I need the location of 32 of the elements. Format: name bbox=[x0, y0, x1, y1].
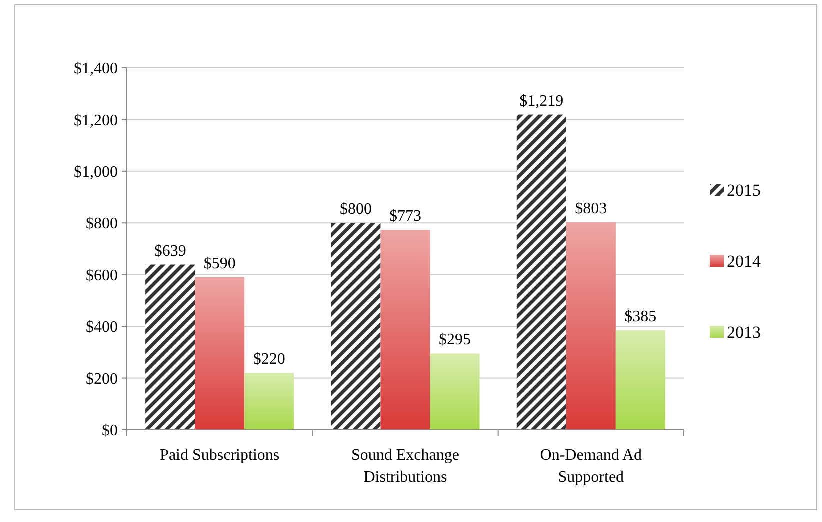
x-tick-label: Paid Subscriptions bbox=[160, 447, 280, 464]
y-tick-label: $1,200 bbox=[74, 112, 118, 130]
x-tick-label: Sound Exchange Distributions bbox=[352, 447, 460, 486]
data-label: $220 bbox=[253, 351, 286, 368]
bar bbox=[331, 223, 381, 430]
bar bbox=[195, 277, 245, 430]
y-tick-label: $600 bbox=[86, 267, 118, 284]
data-label: $590 bbox=[204, 255, 236, 272]
y-tick-label: $200 bbox=[86, 370, 118, 388]
bar bbox=[516, 114, 566, 430]
bar bbox=[244, 373, 294, 430]
data-label: $295 bbox=[439, 332, 472, 349]
y-tick-label: $400 bbox=[86, 319, 118, 336]
legend-label: 2014 bbox=[727, 252, 762, 271]
y-tick-label: $800 bbox=[86, 216, 118, 233]
bar bbox=[430, 354, 480, 430]
data-label: $803 bbox=[575, 200, 608, 218]
data-label: $1,219 bbox=[520, 92, 564, 110]
x-tick-label: On-Demand Ad Supported bbox=[540, 447, 642, 486]
data-label: $773 bbox=[390, 208, 422, 226]
bar bbox=[146, 264, 196, 430]
data-label: $639 bbox=[154, 242, 186, 260]
data-label: $385 bbox=[624, 308, 657, 326]
data-label: $800 bbox=[340, 201, 372, 218]
bar bbox=[380, 230, 430, 430]
y-tick-label: $1,400 bbox=[74, 60, 118, 78]
y-tick-label: $1,000 bbox=[74, 164, 118, 182]
bar bbox=[616, 330, 666, 430]
y-tick-label: $0 bbox=[102, 422, 118, 440]
legend-label: 2015 bbox=[727, 180, 761, 200]
bar bbox=[566, 222, 616, 430]
legend-label: 2013 bbox=[727, 322, 761, 342]
